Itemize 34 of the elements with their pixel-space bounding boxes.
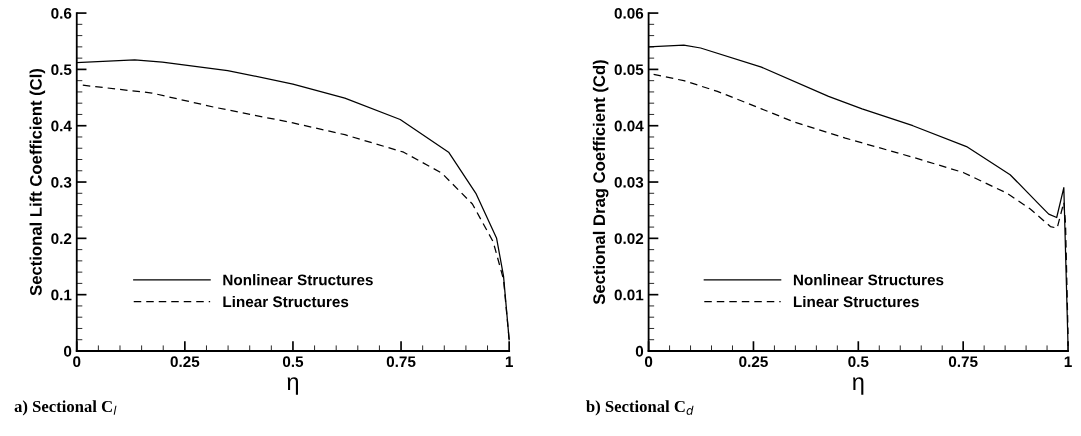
x-axis-title: η (852, 377, 864, 395)
x-tick-label: 0.5 (282, 356, 304, 368)
x-tick-label: 0.75 (948, 356, 978, 368)
legend-label: Nonlinear Structures (793, 274, 944, 286)
y-tick-label: 0.01 (614, 289, 644, 301)
text: a) Sectional C$_{l}$ (14, 400, 117, 416)
x-tick-label: 0.25 (170, 356, 200, 368)
x-tick-label: 0.5 (848, 356, 869, 368)
y-tick-label: 0.06 (614, 7, 644, 19)
y-tick-label: 0.1 (51, 289, 72, 301)
y-tick-label: 0.05 (614, 64, 644, 76)
x-tick-label: 0 (73, 356, 81, 368)
y-tick-label: 0.2 (51, 233, 72, 245)
legend-label: Linear Structures (223, 295, 349, 308)
y-tick-label: 0.04 (614, 120, 644, 132)
x-tick-label: 0 (644, 356, 653, 368)
x-tick-label: 1 (1064, 356, 1072, 367)
legend-label: Nonlinear Structures (223, 274, 373, 286)
x-tick-label: 1 (505, 356, 513, 367)
x-tick-label: 0.25 (739, 356, 768, 368)
y-tick-label: 0.6 (51, 7, 72, 19)
y-tick-label: 0.02 (614, 233, 644, 245)
legend-label: Linear Structures (793, 295, 919, 308)
y-tick-label: 0.5 (51, 64, 72, 76)
y-tick-label: 0 (635, 345, 644, 357)
x-tick-label: 0.75 (386, 356, 416, 368)
y-tick-label: 0.3 (51, 176, 72, 188)
y-axis-title: Sectional Drag Coefficient (Cd) (592, 60, 609, 305)
y-tick-label: 0.4 (51, 120, 72, 132)
x-axis-title: η (287, 377, 298, 395)
text: b) Sectional C$_{d}$ (586, 400, 694, 416)
y-axis-title: Sectional Lift Coefficient (Cl) (29, 68, 46, 296)
y-tick-label: 0 (64, 345, 72, 357)
y-tick-label: 0.03 (614, 176, 644, 188)
